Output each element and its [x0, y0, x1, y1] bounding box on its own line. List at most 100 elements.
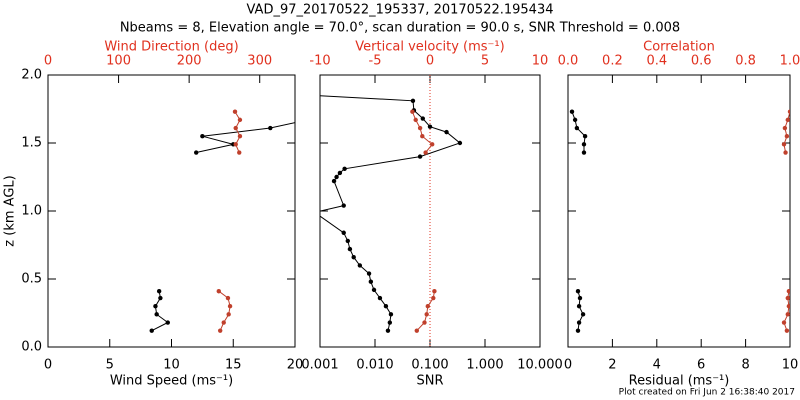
profile-point [785, 117, 790, 123]
profile-point [785, 312, 790, 317]
x2-tick-label: -5 [369, 54, 382, 69]
plot-area [149, 109, 309, 333]
x-tick-label: 5 [106, 358, 114, 373]
profile-point [154, 312, 159, 317]
profile-point [574, 125, 580, 131]
profile-point [457, 140, 463, 146]
x-axis-label: Wind Speed (ms⁻¹) [110, 374, 233, 389]
profile-line [783, 111, 790, 153]
x2-tick-label: 300 [247, 54, 272, 69]
profile-point [216, 289, 221, 294]
profile-point [158, 295, 163, 301]
x2-tick-label: 0.4 [646, 54, 667, 69]
profile-point [371, 287, 377, 293]
x2-axis-label: Vertical velocity (ms⁻¹) [355, 40, 504, 55]
y-tick-label: 1.5 [21, 136, 42, 151]
profile-point [156, 289, 162, 294]
x2-tick-label: 100 [106, 54, 131, 69]
x-tick-label: 20 [287, 358, 304, 373]
x2-tick-label: 0 [426, 54, 434, 69]
profile-point [577, 295, 583, 301]
x-tick-label: 10 [163, 358, 180, 373]
profile-point [227, 304, 233, 309]
profile-point [357, 263, 363, 268]
profile-point [383, 304, 389, 309]
profile-point [784, 134, 790, 139]
profile-line [196, 122, 295, 153]
profile-point [783, 150, 788, 155]
profile-line [320, 95, 461, 331]
frame [567, 74, 791, 348]
profile-point [575, 289, 581, 294]
profile-point [575, 328, 581, 333]
y-axis-label: z (km AGL) [3, 175, 18, 246]
profile-point [422, 320, 427, 325]
profile-point [165, 320, 170, 325]
profile-point [237, 150, 242, 155]
profile-point [413, 117, 418, 123]
y-tick-label: 2.0 [21, 68, 42, 83]
profile-point [366, 271, 372, 276]
profile-point [368, 279, 374, 284]
x-tick-label: 0.001 [301, 358, 338, 373]
profile-point [341, 203, 346, 208]
y-tick-label: 0.5 [21, 272, 42, 287]
x2-tick-label: 0.0 [558, 54, 579, 69]
profile-point [784, 328, 790, 333]
x-tick-label: 0.100 [411, 358, 448, 373]
profile-point [388, 312, 394, 317]
profile-point [351, 255, 356, 260]
x2-axis-label: Correlation [643, 40, 715, 55]
x2-tick-label: 1.0 [780, 54, 800, 69]
x-tick-label: 6 [697, 358, 705, 373]
profile-point [431, 295, 436, 301]
x-tick-label: 0 [564, 358, 572, 373]
profile-point [221, 320, 226, 325]
profile-point [233, 142, 238, 147]
profile-point [786, 304, 790, 309]
plot-area [312, 95, 463, 333]
profile-point [787, 109, 790, 114]
profile-point [576, 304, 582, 309]
x2-tick-label: 0.6 [691, 54, 712, 69]
x-tick-label: 10 [782, 358, 799, 373]
profile-point [410, 109, 415, 114]
x-tick-label: 10.000 [517, 358, 563, 373]
profile-point [785, 295, 790, 301]
profile-point [305, 118, 309, 122]
profile-point [153, 304, 158, 309]
profile-point [345, 238, 350, 244]
x-tick-label: 1.000 [466, 358, 503, 373]
profile-point [194, 150, 199, 155]
x-tick-label: 0.010 [356, 358, 393, 373]
profile-point [312, 210, 316, 214]
profile-point [417, 154, 423, 159]
profile-point [237, 134, 243, 139]
profile-point [417, 125, 423, 131]
profile-point [420, 134, 425, 139]
profile-point [217, 328, 223, 333]
profile-point [781, 320, 787, 325]
profile-point [781, 142, 787, 147]
profile-point [268, 125, 273, 131]
profile-point [226, 312, 231, 317]
x2-tick-label: 0.8 [735, 54, 756, 69]
profile-point [430, 142, 435, 147]
profile-point [580, 312, 586, 317]
x2-axis-label: Wind Direction (deg) [104, 40, 238, 55]
x2-tick-label: 5 [481, 54, 489, 69]
profile-point [569, 109, 575, 114]
profile-point [387, 320, 393, 325]
frame [47, 74, 296, 348]
profile-point [347, 246, 353, 252]
x2-tick-label: 0 [44, 54, 52, 69]
chart-title: VAD_97_20170522_195337, 20170522.195434 [247, 3, 554, 18]
profile-point [414, 328, 419, 333]
profile-point [237, 117, 243, 123]
profile-point [200, 134, 205, 139]
profile-point [423, 150, 428, 155]
profile-point [385, 328, 391, 333]
profile-point [331, 178, 337, 184]
